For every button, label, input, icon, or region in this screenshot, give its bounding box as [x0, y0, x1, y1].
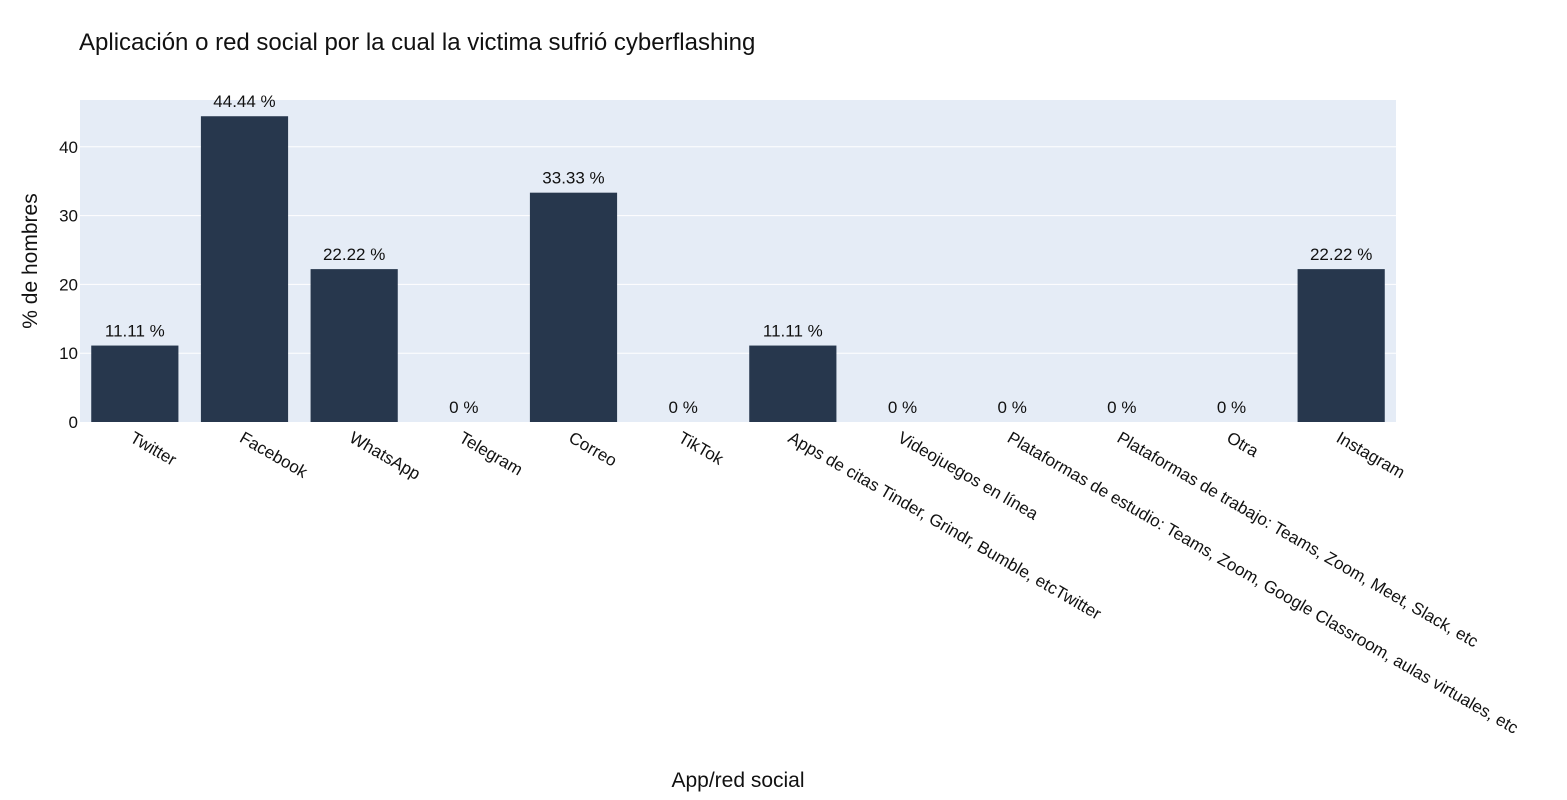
bar [310, 269, 398, 422]
x-tick-label: Plataformas de estudio: Teams, Zoom, Goo… [1004, 428, 1522, 738]
data-label: 0 % [1107, 398, 1136, 417]
bar [91, 345, 179, 422]
data-label: 0 % [449, 398, 478, 417]
data-label: 22.22 % [323, 245, 385, 264]
chart-title: Aplicación o red social por la cual la v… [79, 29, 755, 56]
x-axis-ticks: Twitter Facebook WhatsApp Telegram Correo Tik… [127, 428, 1522, 738]
y-tick-label: 30 [59, 207, 78, 226]
y-tick-label: 40 [59, 138, 78, 157]
data-label: 0 % [669, 398, 698, 417]
data-label: 0 % [888, 398, 917, 417]
y-tick-label: 20 [59, 275, 78, 294]
data-label: 22.22 % [1310, 245, 1372, 264]
x-tick-label: Otra [1224, 428, 1263, 461]
data-label: 44.44 % [213, 92, 275, 111]
data-label: 11.11 % [105, 322, 165, 341]
x-tick-label: Correo [566, 428, 621, 470]
x-axis-title: App/red social [671, 769, 804, 792]
data-label: 0 % [998, 398, 1027, 417]
y-axis-title: % de hombres [19, 193, 42, 328]
x-tick-label: Facebook [237, 428, 312, 482]
x-tick-label: WhatsApp [346, 428, 423, 484]
data-labels: 11.11 % 44.44 % 22.22 % 0 % 33.33 % 0 % 11.11 … [105, 92, 1372, 417]
y-tick-label: 10 [59, 344, 78, 363]
data-label: 33.33 % [542, 169, 604, 188]
plot-area [80, 100, 1396, 422]
x-tick-label: Telegram [456, 428, 526, 479]
x-tick-label: TikTok [675, 428, 727, 469]
y-tick-label: 0 [69, 413, 78, 432]
y-axis-ticks: 0 10 20 30 40 [59, 138, 78, 432]
data-label: 11.11 % [763, 322, 823, 341]
x-tick-label: Twitter [127, 428, 180, 470]
bar [529, 192, 618, 422]
data-label: 0 % [1217, 398, 1246, 417]
bars [91, 116, 1385, 422]
x-tick-label: Instagram [1333, 428, 1408, 482]
x-tick-label: Plataformas de trabajo: Teams, Zoom, Mee… [1114, 428, 1482, 651]
bar [749, 345, 837, 422]
gridlines [80, 146, 1396, 354]
bar [1297, 269, 1385, 422]
bar [200, 116, 289, 422]
